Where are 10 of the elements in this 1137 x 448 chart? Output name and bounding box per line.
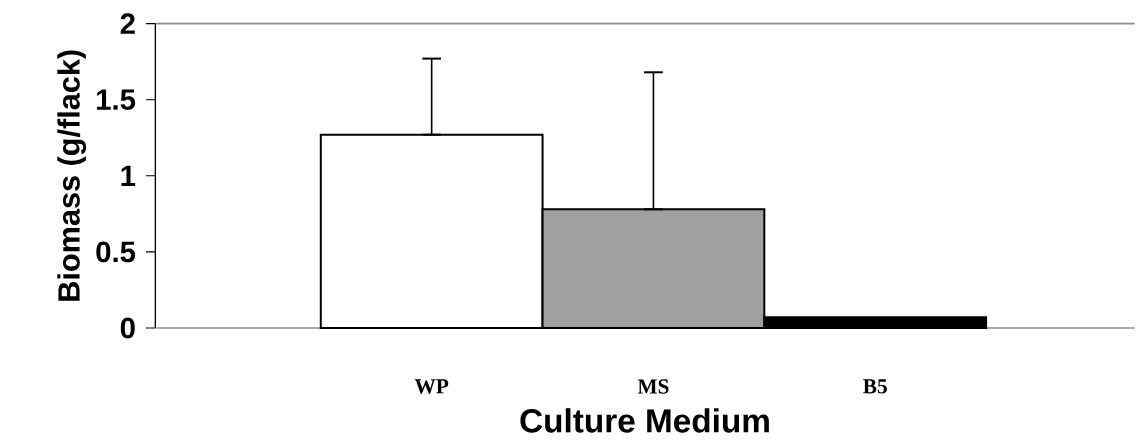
y-tick-label: 1.5 bbox=[97, 89, 136, 110]
y-tick-label: 2 bbox=[120, 13, 135, 34]
x-tick-label: MS bbox=[637, 379, 669, 394]
y-tick-label: 0.5 bbox=[96, 241, 136, 263]
y-tick-label: 1 bbox=[121, 165, 136, 186]
y-axis-title: Biomass (g/flack) bbox=[57, 50, 87, 301]
x-tick-label: WP bbox=[414, 379, 449, 394]
x-axis-title: Culture Medium bbox=[520, 408, 769, 433]
x-tick-label: B5 bbox=[863, 379, 887, 394]
y-tick-label: 0 bbox=[120, 317, 135, 339]
